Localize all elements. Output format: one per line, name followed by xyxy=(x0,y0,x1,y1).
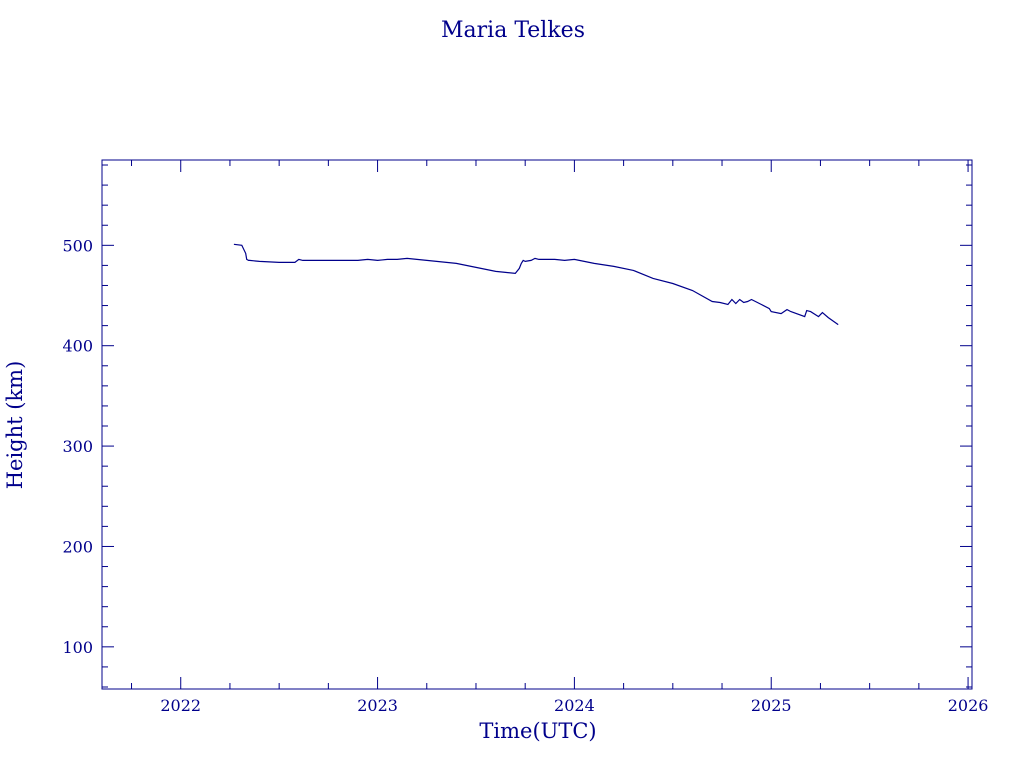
y-tick-label: 300 xyxy=(62,437,93,456)
y-tick-label: 200 xyxy=(62,537,93,556)
axis-ticks xyxy=(102,160,972,689)
x-tick-label: 2022 xyxy=(160,696,201,715)
x-tick-label: 2025 xyxy=(751,696,792,715)
height-series-line xyxy=(233,243,839,326)
y-tick-label: 500 xyxy=(62,236,93,255)
axis-tick-labels: 2022 2023 2024 2025 2026 100 200 300 400 500 xyxy=(62,236,988,715)
y-tick-label: 400 xyxy=(62,337,93,356)
chart-title: Maria Telkes xyxy=(441,18,585,43)
plot-frame xyxy=(101,159,973,690)
x-tick-label: 2024 xyxy=(554,696,595,715)
x-tick-label: 2023 xyxy=(357,696,398,715)
x-tick-label: 2026 xyxy=(948,696,989,715)
x-axis-label: Time(UTC) xyxy=(479,719,596,743)
y-tick-label: 100 xyxy=(62,638,93,657)
series-group xyxy=(233,243,839,326)
y-axis-label: Height (km) xyxy=(3,361,27,490)
